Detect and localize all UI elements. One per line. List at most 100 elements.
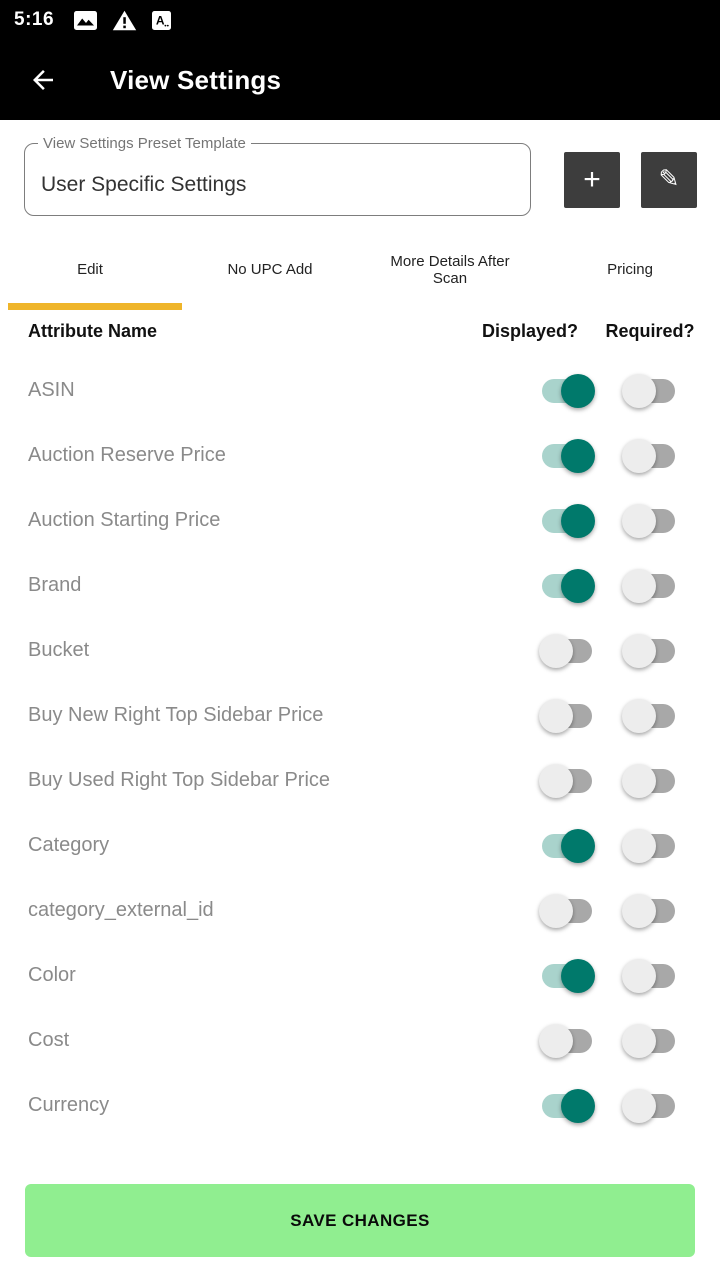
attribute-name-label: category_external_id [28,899,214,921]
required-toggle[interactable] [622,893,675,928]
back-arrow-icon [33,70,53,90]
required-cell [602,893,698,928]
attribute-name-label: Buy New Right Top Sidebar Price [28,704,324,726]
attribute-name-label: Bucket [28,639,90,661]
app-bar: View Settings [0,40,720,120]
tab-label: Edit [77,261,103,278]
tab-pricing[interactable]: Pricing [540,235,720,310]
switch-thumb [622,828,656,863]
attribute-name-label: ASIN [28,379,75,401]
required-toggle[interactable] [622,568,675,603]
add-preset-button[interactable]: + [564,151,620,208]
required-toggle[interactable] [622,373,675,408]
displayed-toggle[interactable] [542,373,595,408]
switch-thumb [561,828,595,863]
switch-thumb [561,1088,595,1123]
switch-thumb [539,763,573,798]
switch-thumb [561,958,595,993]
required-toggle[interactable] [622,698,675,733]
page-title: View Settings [110,64,282,95]
displayed-toggle[interactable] [539,698,592,733]
required-cell [602,763,698,798]
table-row: Auction Reserve Price [0,423,720,488]
switch-thumb [622,438,656,473]
preset-template-row: View Settings Preset Template + ✎ [24,134,697,216]
save-changes-button[interactable]: SAVE CHANGES [25,1184,695,1257]
clock: 5:16 [14,9,55,30]
tab-no-upc-add[interactable]: No UPC Add [180,235,360,310]
attribute-list: ASIN Auction Reserve Price [0,358,720,1138]
switch-thumb [622,373,656,408]
displayed-cell [482,633,602,668]
displayed-cell [482,1088,602,1123]
displayed-toggle[interactable] [542,503,595,538]
table-row: Currency [0,1073,720,1138]
required-toggle[interactable] [622,1023,675,1058]
required-toggle[interactable] [622,958,675,993]
switch-thumb [622,763,656,798]
switch-thumb [622,633,656,668]
displayed-cell [482,438,602,473]
displayed-cell [482,893,602,928]
required-cell [602,698,698,733]
displayed-cell [482,958,602,993]
tab-edit[interactable]: Edit [0,235,182,310]
displayed-cell [482,503,602,538]
tab-label: Pricing [607,261,653,278]
required-cell [602,373,698,408]
attribute-name-label: Category [28,834,110,856]
switch-thumb [622,698,656,733]
displayed-cell [482,568,602,603]
table-row: Buy New Right Top Sidebar Price [0,683,720,748]
displayed-toggle[interactable] [539,633,592,668]
displayed-toggle[interactable] [542,828,595,863]
tab-more-details-after-scan[interactable]: More Details After Scan [360,235,540,310]
required-cell [602,438,698,473]
table-row: Category [0,813,720,878]
displayed-toggle[interactable] [539,763,592,798]
status-bar: 5:16 A [0,0,720,40]
table-row: Buy Used Right Top Sidebar Price [0,748,720,813]
switch-thumb [539,1023,573,1058]
required-cell [602,503,698,538]
image-notification-icon [74,10,98,30]
displayed-header: Displayed? [482,320,579,341]
displayed-toggle[interactable] [539,893,592,928]
back-button[interactable] [28,63,62,97]
required-cell [602,828,698,863]
required-toggle[interactable] [622,1088,675,1123]
table-row: category_external_id [0,878,720,943]
displayed-toggle[interactable] [542,438,595,473]
required-header: Required? [605,320,695,341]
attribute-name-label: Currency [28,1094,110,1116]
displayed-cell [482,828,602,863]
plus-icon: + [583,162,601,196]
warning-notification-icon [112,10,137,30]
switch-thumb [561,373,595,408]
edit-preset-button[interactable]: ✎ [641,151,697,208]
required-toggle[interactable] [622,633,675,668]
displayed-toggle[interactable] [542,958,595,993]
switch-thumb [561,503,595,538]
preset-template-label: View Settings Preset Template [38,134,251,154]
displayed-toggle[interactable] [539,1023,592,1058]
switch-thumb [622,503,656,538]
tab-label: More Details After Scan [390,252,510,287]
displayed-toggle[interactable] [542,568,595,603]
svg-text:A: A [156,13,165,27]
table-row: Brand [0,553,720,618]
preset-template-input[interactable] [25,144,530,215]
required-toggle[interactable] [622,763,675,798]
required-cell [602,1023,698,1058]
switch-thumb [561,568,595,603]
required-toggle[interactable] [622,828,675,863]
table-row: Color [0,943,720,1008]
displayed-toggle[interactable] [542,1088,595,1123]
switch-thumb [622,1088,656,1123]
attribute-name-label: Buy Used Right Top Sidebar Price [28,769,331,791]
tab-bar: Edit No UPC Add More Details After Scan … [0,235,720,310]
switch-thumb [622,958,656,993]
required-toggle[interactable] [622,438,675,473]
required-toggle[interactable] [622,503,675,538]
table-row: Bucket [0,618,720,683]
